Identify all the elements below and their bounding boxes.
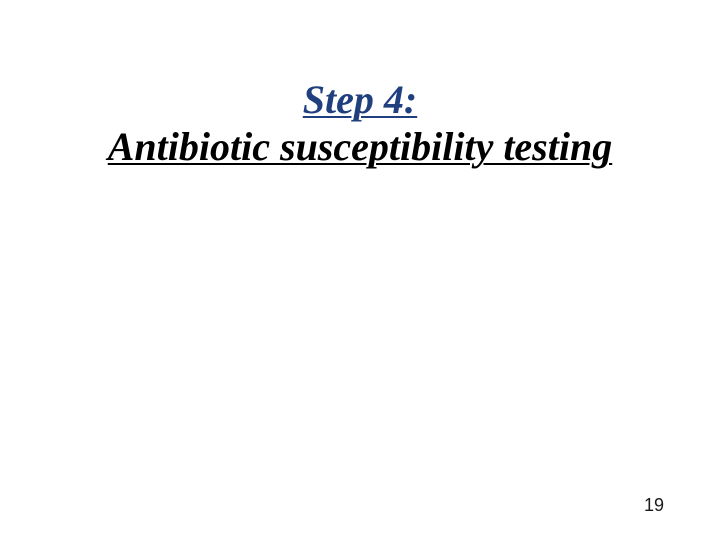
title-block: Step 4: Antibiotic susceptibility testin… (0, 76, 720, 170)
page-number: 19 (644, 495, 664, 516)
slide: Step 4: Antibiotic susceptibility testin… (0, 0, 720, 540)
title-line-1: Step 4: (0, 76, 720, 123)
title-line-2: Antibiotic susceptibility testing (0, 123, 720, 170)
